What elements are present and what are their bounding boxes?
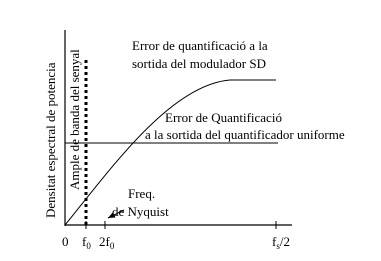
text-part: f [82,234,87,249]
text-part: /2 [280,234,290,249]
x-tick-label: f0 [82,234,91,251]
text-part: s [276,241,280,251]
text-part: 0 [110,241,115,251]
nyquist-arrow [107,209,125,219]
y-axis-label: Densitat espectral de potencia [43,62,58,218]
x-tick-label: 2f0 [99,234,115,251]
text-part: 0 [62,234,69,249]
sd-error-line1: Error de quantificació a la [132,38,268,53]
sd-error-line2: sortida del modulador SD [132,56,266,71]
uniform-error-line1: Error de Quantificació [165,110,282,125]
x-tick-label: fs/2 [272,234,290,251]
text-part: f [272,234,277,249]
sd-noise-curve [64,79,276,226]
uniform-error-line2: a la sortida del quantificador uniforme [145,127,345,142]
text-part: 0 [86,241,91,251]
bandwidth-label: Ample de banda del senyal [67,49,82,190]
text-part: 2f [99,234,111,249]
nyquist-line1: Freq. [128,186,155,201]
x-tick-label: 0 [62,234,69,249]
nyquist-line2: de Nyquist [112,204,169,219]
